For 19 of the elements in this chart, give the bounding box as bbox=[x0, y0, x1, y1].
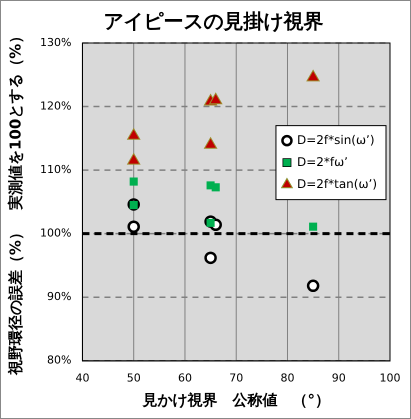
y-tick-label: 90% bbox=[46, 290, 72, 304]
y-tick-label: 130% bbox=[40, 36, 72, 49]
chart-title: アイピースの見掛け視界 bbox=[104, 9, 324, 34]
legend-label: D=2f*sin(ω’) bbox=[296, 132, 375, 147]
y-axis-title: 視野環径の誤差（%） 実測値を100とする（%） bbox=[6, 28, 24, 376]
y-tick-label: 120% bbox=[40, 99, 72, 112]
y-tick-label: 110% bbox=[40, 162, 72, 176]
x-axis-title: 見かけ視界 公称値 （°） bbox=[141, 390, 330, 409]
x-tick-label: 60 bbox=[178, 371, 192, 384]
x-tick-label: 50 bbox=[126, 371, 141, 384]
y-tick-label: 80% bbox=[46, 354, 72, 367]
x-tick-label: 40 bbox=[75, 371, 90, 384]
x-tick-label: 80 bbox=[280, 371, 294, 384]
y-tick-label: 100% bbox=[40, 226, 72, 240]
x-tick-label: 90 bbox=[332, 371, 346, 384]
x-tick-label: 100 bbox=[380, 371, 400, 384]
legend-label: D=2*fω’ bbox=[296, 154, 348, 169]
x-tick-label: 70 bbox=[229, 371, 244, 384]
legend-label: D=2f*tan(ω’) bbox=[296, 176, 377, 191]
